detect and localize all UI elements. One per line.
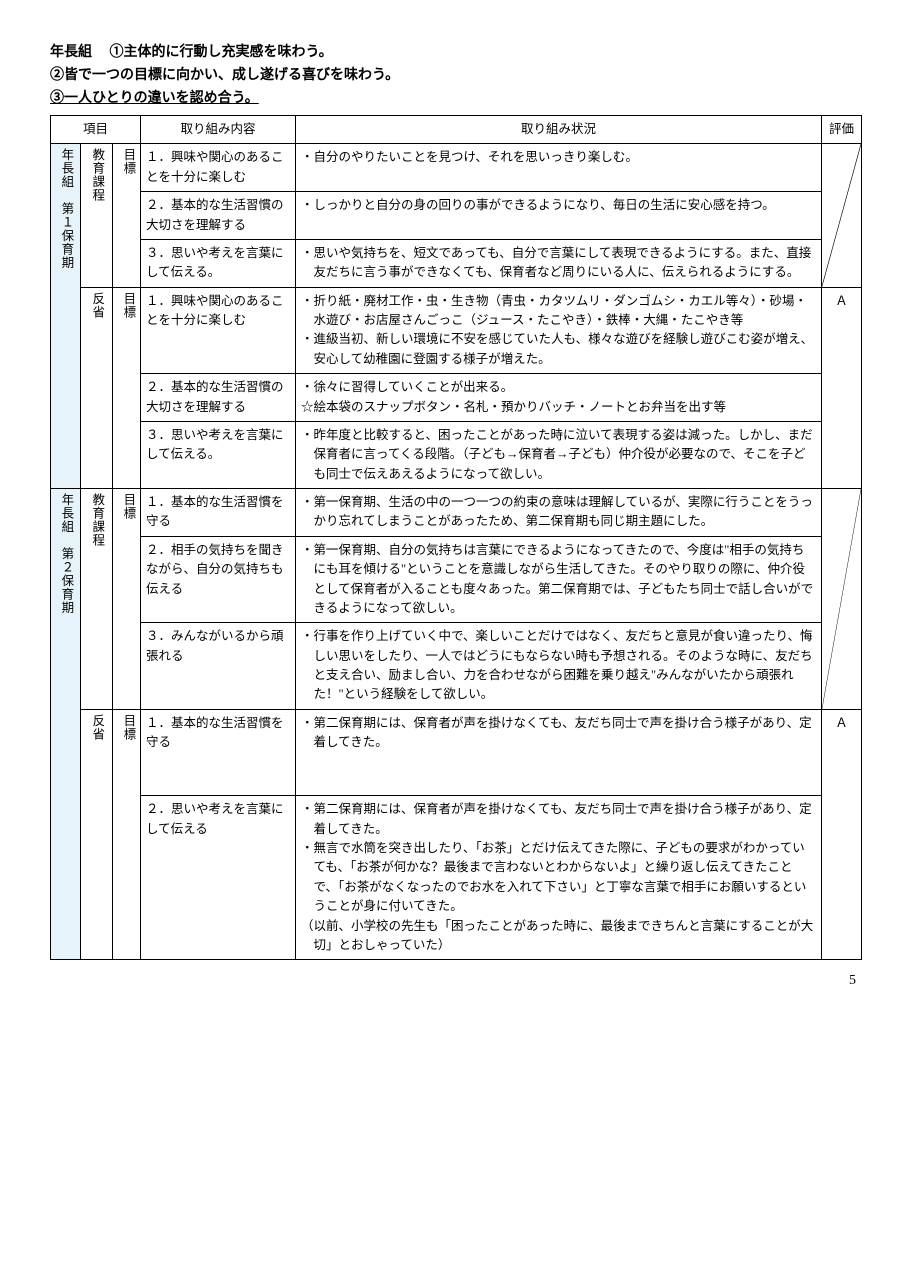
group-label: 年長組: [50, 45, 92, 60]
heading-2: ②皆で一つの目標に向かい、成し遂げる喜びを味わう。: [50, 65, 862, 86]
p1-edu-r2-c: ３．思いや考えを言葉にして伝える。: [141, 239, 296, 287]
main-table: 項目 取り組み内容 取り組み状況 評価 年長組 第１保育期 教育課程 目標 １．…: [50, 115, 862, 960]
p1-edu-r1-s: ・しっかりと自分の身の回りの事ができるようになり、毎日の生活に安心感を持つ。: [296, 192, 822, 240]
table-row: 年長組 第１保育期 教育課程 目標 １．興味や関心のあることを十分に楽しむ ・自…: [51, 144, 862, 192]
header-block: 年長組 ①主体的に行動し充実感を味わう。 ②皆で一つの目標に向かい、成し遂げる喜…: [50, 42, 862, 109]
eval-diag-2: [822, 489, 862, 710]
p2-ref-r1-s: ・第二保育期には、保育者が声を掛けなくても、友だち同士で声を掛け合う様子があり、…: [296, 796, 822, 960]
period2-label: 年長組 第２保育期: [56, 493, 75, 615]
period1-label: 年長組 第１保育期: [56, 148, 75, 270]
p2-edu-r0-c: １．基本的な生活習慣を守る: [141, 489, 296, 537]
p1-edu-label: 教育課程: [87, 148, 106, 202]
p1-ref-r0-s: ・折り紙・廃材工作・虫・生き物（青虫・カタツムリ・ダンゴムシ・カエル等々）・砂場…: [296, 287, 822, 374]
table-row: ２．相手の気持ちを聞きながら、自分の気持ちも伝える ・第一保育期、自分の気持ちは…: [51, 536, 862, 623]
eval-diag: [822, 144, 862, 287]
p2-edu-r1-s: ・第一保育期、自分の気持ちは言葉にできるようになってきたので、今度は"相手の気持…: [296, 536, 822, 623]
p2-ref-goal: 目標: [118, 714, 137, 741]
p1-ref-r0-c: １．興味や関心のあることを十分に楽しむ: [141, 287, 296, 374]
table-row: ２．思いや考えを言葉にして伝える ・第二保育期には、保育者が声を掛けなくても、友…: [51, 796, 862, 960]
p1-ref-r1-c: ２．基本的な生活習慣の大切さを理解する: [141, 374, 296, 422]
table-row: ２．基本的な生活習慣の大切さを理解する ・しっかりと自分の身の回りの事ができるよ…: [51, 192, 862, 240]
col-eval: 評価: [822, 116, 862, 144]
p1-ref-goal: 目標: [118, 292, 137, 319]
p1-eval: Ａ: [822, 287, 862, 488]
p2-ref-r0-s: ・第二保育期には、保育者が声を掛けなくても、友だち同士で声を掛け合う様子があり、…: [296, 709, 822, 796]
p2-ref-r0-c: １．基本的な生活習慣を守る: [141, 709, 296, 796]
heading-1: ①主体的に行動し充実感を味わう。: [110, 45, 333, 60]
p2-eval: Ａ: [822, 709, 862, 960]
p2-edu-label: 教育課程: [87, 493, 106, 547]
p2-edu-r1-c: ２．相手の気持ちを聞きながら、自分の気持ちも伝える: [141, 536, 296, 623]
header-row: 項目 取り組み内容 取り組み状況 評価: [51, 116, 862, 144]
p1-edu-r2-s: ・思いや気持ちを、短文であっても、自分で言葉にして表現できるようにする。また、直…: [296, 239, 822, 287]
table-row: ３．思いや考えを言葉にして伝える。 ・思いや気持ちを、短文であっても、自分で言葉…: [51, 239, 862, 287]
page-number: 5: [50, 970, 862, 991]
p1-edu-r1-c: ２．基本的な生活習慣の大切さを理解する: [141, 192, 296, 240]
col-item: 項目: [51, 116, 141, 144]
table-row: ３．思いや考えを言葉にして伝える。 ・昨年度と比較すると、困ったことがあった時に…: [51, 421, 862, 488]
p1-ref-r2-c: ３．思いや考えを言葉にして伝える。: [141, 421, 296, 488]
table-row: 年長組 第２保育期 教育課程 目標 １．基本的な生活習慣を守る ・第一保育期、生…: [51, 489, 862, 537]
p2-edu-r2-c: ３．みんながいるから頑張れる: [141, 623, 296, 710]
p2-ref-label: 反省: [87, 714, 106, 741]
p2-ref-r1-c: ２．思いや考えを言葉にして伝える: [141, 796, 296, 960]
p1-ref-label: 反省: [87, 292, 106, 319]
p1-ref-r1-s: ・徐々に習得していくことが出来る。☆絵本袋のスナップボタン・名札・預かりバッチ・…: [296, 374, 822, 422]
p1-ref-r2-s: ・昨年度と比較すると、困ったことがあった時に泣いて表現する姿は減った。しかし、ま…: [296, 421, 822, 488]
col-content: 取り組み内容: [141, 116, 296, 144]
table-row: 反省 目標 １．興味や関心のあることを十分に楽しむ ・折り紙・廃材工作・虫・生き…: [51, 287, 862, 374]
table-row: 反省 目標 １．基本的な生活習慣を守る ・第二保育期には、保育者が声を掛けなくて…: [51, 709, 862, 796]
table-row: ３．みんながいるから頑張れる ・行事を作り上げていく中で、楽しいことだけではなく…: [51, 623, 862, 710]
p1-edu-r0-c: １．興味や関心のあることを十分に楽しむ: [141, 144, 296, 192]
p1-edu-goal: 目標: [118, 148, 137, 175]
p2-edu-r0-s: ・第一保育期、生活の中の一つ一つの約束の意味は理解しているが、実際に行うことをう…: [296, 489, 822, 537]
table-row: ２．基本的な生活習慣の大切さを理解する ・徐々に習得していくことが出来る。☆絵本…: [51, 374, 862, 422]
p2-edu-r2-s: ・行事を作り上げていく中で、楽しいことだけではなく、友だちと意見が食い違ったり、…: [296, 623, 822, 710]
col-status: 取り組み状況: [296, 116, 822, 144]
p2-edu-goal: 目標: [118, 493, 137, 520]
p1-edu-r0-s: ・自分のやりたいことを見つけ、それを思いっきり楽しむ。: [296, 144, 822, 192]
heading-3: ③一人ひとりの違いを認め合う。: [50, 88, 862, 109]
